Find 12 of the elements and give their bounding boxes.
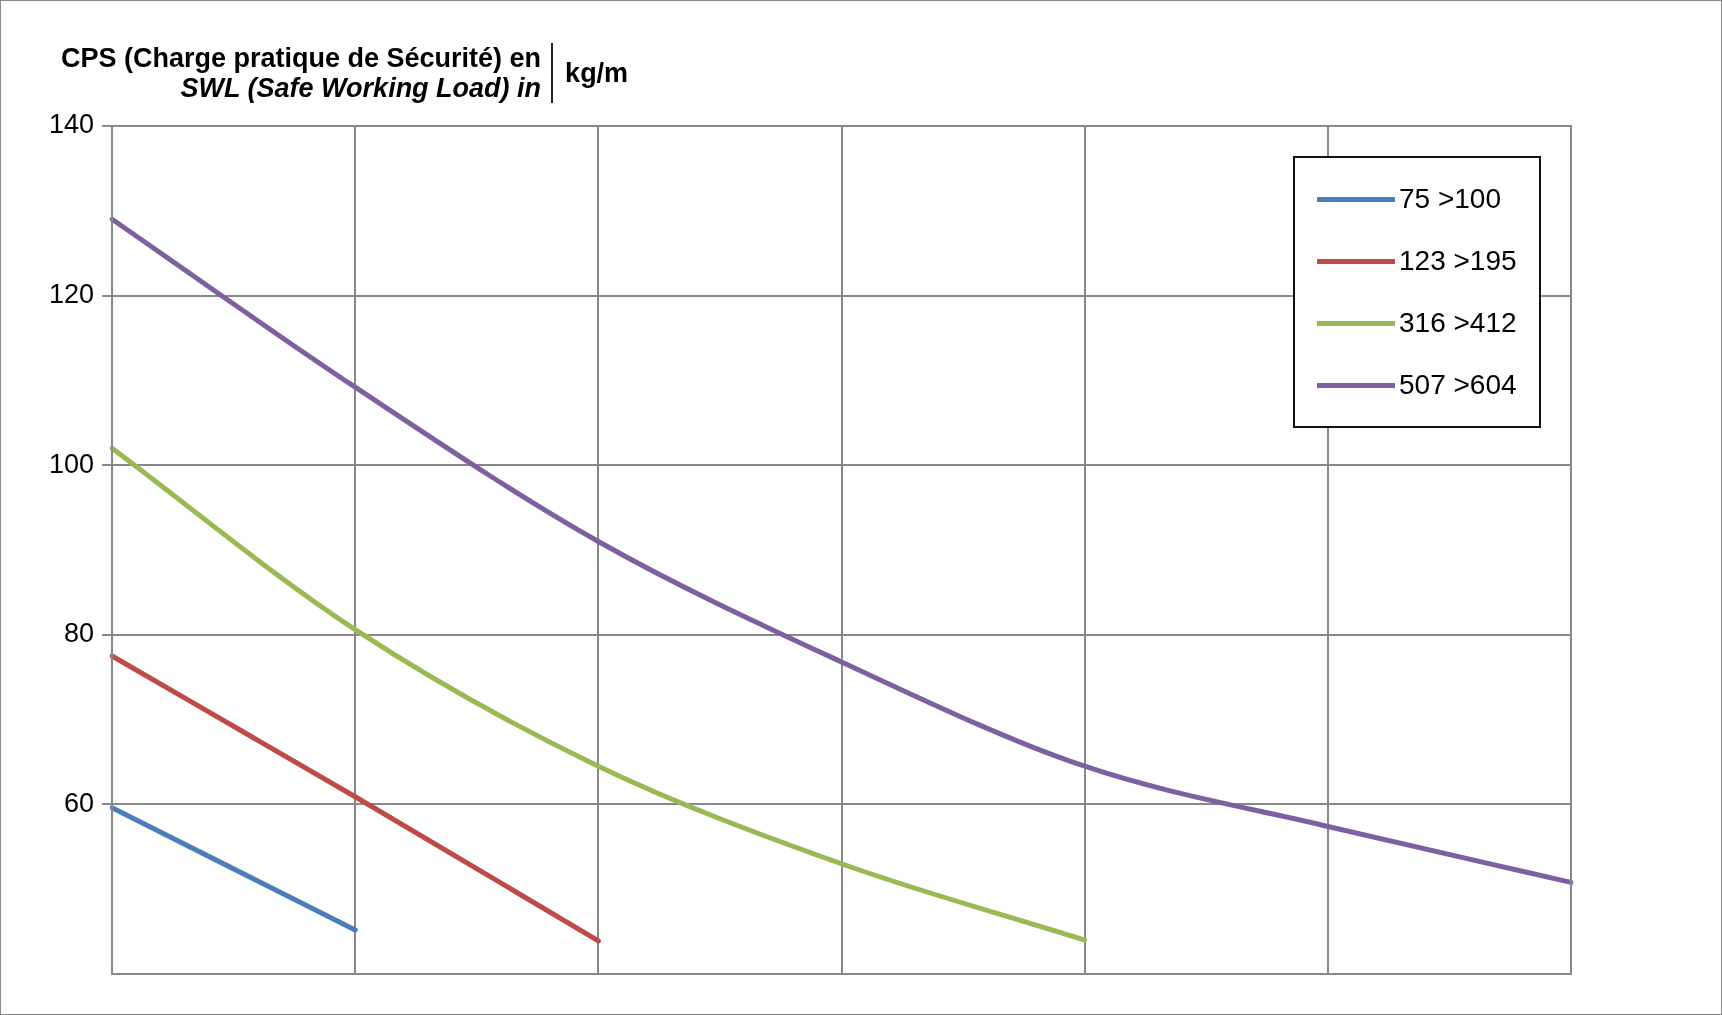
legend-label: 507 >604 bbox=[1399, 369, 1517, 401]
chart-subtitle: SWL (Safe Working Load) in bbox=[179, 73, 542, 103]
chart-title: CPS (Charge pratique de Sécurité) en bbox=[61, 43, 542, 73]
y-tick-label: 100 bbox=[48, 448, 95, 479]
y-tick-label: 80 bbox=[64, 618, 95, 649]
y-tick-label: 140 bbox=[48, 109, 95, 140]
y-tick-label: 60 bbox=[64, 787, 95, 818]
legend-label: 75 >100 bbox=[1399, 183, 1501, 215]
y-axis-title: kg/m bbox=[564, 57, 629, 89]
legend-label: 123 >195 bbox=[1399, 245, 1517, 277]
legend-label: 316 >412 bbox=[1399, 307, 1517, 339]
y-tick-label: 120 bbox=[48, 279, 95, 310]
